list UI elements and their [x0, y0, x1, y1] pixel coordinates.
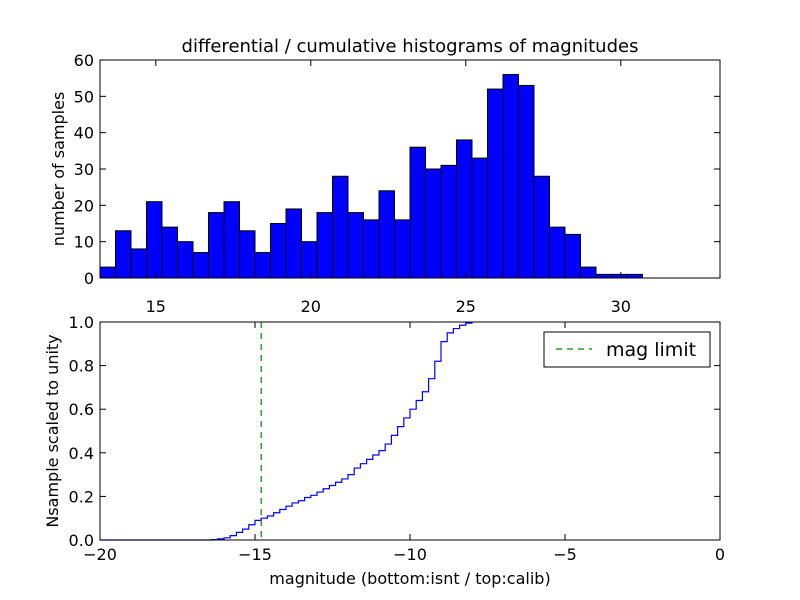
histogram-bars: [99, 74, 643, 279]
top-y-tick-label: 40: [74, 124, 94, 143]
top-y-tick-label: 50: [74, 87, 94, 106]
histogram-bar: [471, 157, 488, 279]
histogram-bar: [115, 230, 132, 279]
histogram-bar: [502, 74, 519, 279]
bottom-y-tick-label: 0.6: [69, 400, 94, 419]
histogram-bar: [533, 175, 550, 279]
histogram-panel: differential / cumulative histograms of …: [49, 36, 721, 316]
top-y-axis-label: number of samples: [49, 92, 68, 247]
histogram-bar: [239, 230, 256, 279]
histogram-bar: [146, 201, 163, 279]
chart-title: differential / cumulative histograms of …: [182, 36, 639, 57]
histogram-bar: [332, 175, 349, 279]
histogram-bar: [378, 190, 395, 279]
top-x-tick-label: 20: [301, 297, 321, 316]
histogram-bar: [192, 252, 209, 279]
histogram-bar: [580, 266, 597, 279]
histogram-bar: [394, 219, 411, 279]
top-y-tick-label: 0: [84, 269, 94, 288]
bottom-y-tick-label: 0.0: [69, 531, 94, 550]
cumulative-panel: Nsample scaled to unity magnitude (botto…: [43, 313, 725, 588]
bottom-x-tick-label: −5: [553, 545, 577, 564]
histogram-bar: [487, 88, 504, 279]
cumulative-lines: [100, 322, 473, 541]
histogram-bar: [347, 212, 364, 279]
histogram-bar: [564, 233, 581, 279]
bottom-x-tick-label: 0: [715, 545, 725, 564]
histogram-bar: [208, 212, 225, 279]
legend: mag limit: [543, 331, 711, 368]
top-y-tick-label: 60: [74, 51, 94, 70]
bottom-y-tick-label: 1.0: [69, 313, 94, 332]
top-y-tick-label: 20: [74, 196, 94, 215]
histogram-bar: [270, 223, 287, 279]
histogram-bar: [316, 212, 333, 279]
legend-entry-mag-limit: mag limit: [606, 339, 696, 361]
histogram-bar: [425, 168, 442, 279]
cumulative-step-line: [100, 322, 473, 541]
bottom-plot-frame: [99, 321, 721, 541]
histogram-bar: [549, 226, 566, 279]
histogram-bar: [595, 273, 612, 279]
bottom-x-tick-label: −15: [238, 545, 272, 564]
bottom-y-tick-label: 0.8: [69, 357, 94, 376]
bottom-x-tick-label: −10: [393, 545, 427, 564]
histogram-bar: [99, 266, 116, 279]
histogram-bar: [223, 201, 240, 279]
histogram-bar: [409, 146, 426, 279]
histogram-bar: [518, 84, 535, 279]
histogram-bar: [363, 219, 380, 279]
top-y-tick-label: 30: [74, 160, 94, 179]
top-x-tick-label: 30: [611, 297, 631, 316]
histogram-bar: [161, 226, 178, 279]
histogram-bar: [440, 164, 457, 279]
histogram-bar: [285, 208, 302, 279]
top-x-tick-label: 25: [456, 297, 476, 316]
histogram-bar: [130, 248, 147, 279]
histogram-bar: [611, 273, 628, 279]
histogram-bar: [456, 139, 473, 279]
histogram-bar: [177, 241, 194, 279]
x-axis-label: magnitude (bottom:isnt / top:calib): [269, 569, 550, 588]
bottom-y-axis-label: Nsample scaled to unity: [43, 334, 62, 527]
histogram-bar: [301, 241, 318, 279]
bottom-x-tick-label: −20: [83, 545, 117, 564]
top-y-tick-label: 10: [74, 233, 94, 252]
bottom-axis-ticks: 0.0 0.2 0.4 0.6 0.8 1.0 −20 −15 −10 −5 0: [69, 313, 726, 564]
histogram-bar: [254, 252, 271, 279]
top-plot-frame: [99, 59, 721, 279]
bottom-y-tick-label: 0.2: [69, 487, 94, 506]
top-x-tick-label: 15: [146, 297, 166, 316]
histogram-bar: [626, 273, 643, 279]
bottom-y-tick-label: 0.4: [69, 444, 94, 463]
